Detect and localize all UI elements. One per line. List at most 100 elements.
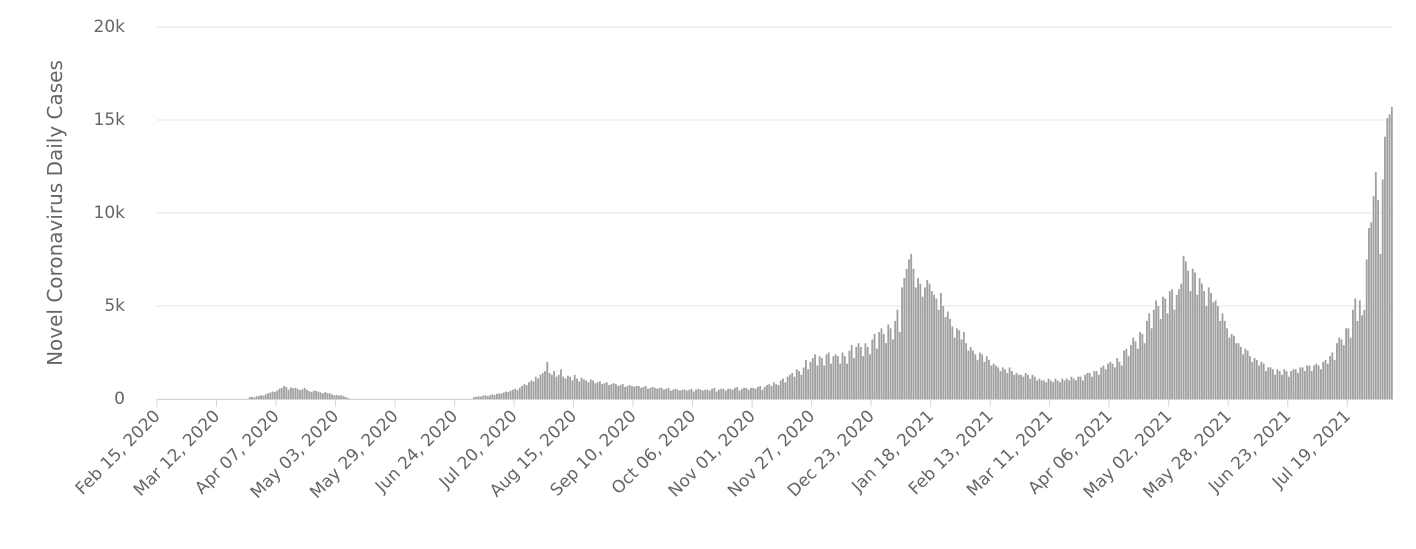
bar	[834, 354, 837, 399]
bar	[544, 371, 546, 399]
bar	[1228, 337, 1231, 399]
bar	[1216, 306, 1219, 399]
bar	[933, 294, 935, 399]
bar	[342, 396, 345, 399]
bar	[553, 371, 556, 399]
bar	[690, 388, 693, 399]
bar	[1370, 222, 1373, 399]
bar	[1315, 363, 1318, 399]
bar	[866, 346, 869, 399]
bar	[1377, 199, 1380, 399]
bar	[260, 395, 263, 399]
bar	[804, 359, 807, 399]
bar	[937, 309, 940, 399]
bar	[1059, 382, 1061, 399]
bar	[944, 317, 947, 399]
bar	[514, 388, 517, 399]
bar	[1374, 172, 1377, 399]
bar	[1027, 374, 1029, 399]
bar	[795, 369, 798, 399]
bar	[1226, 328, 1228, 399]
bar	[1040, 380, 1043, 399]
bar	[1162, 296, 1164, 399]
bar	[1301, 367, 1304, 399]
bar	[283, 385, 285, 399]
bar	[750, 387, 752, 399]
bar	[1306, 365, 1309, 399]
bar	[534, 376, 537, 399]
bar	[315, 391, 317, 399]
bar	[727, 388, 729, 399]
bar	[887, 324, 890, 399]
bar	[798, 371, 800, 399]
bar	[525, 385, 528, 399]
bar	[635, 385, 638, 399]
bar	[596, 382, 599, 399]
bar	[278, 388, 281, 399]
bar	[1329, 356, 1331, 399]
bar	[1079, 376, 1082, 399]
bar	[653, 387, 656, 399]
bar	[855, 346, 858, 399]
bar	[477, 396, 480, 399]
bar	[988, 359, 990, 399]
bar	[642, 386, 645, 399]
bar	[560, 369, 562, 399]
bar	[853, 358, 855, 399]
bar	[814, 354, 816, 399]
bar	[621, 384, 624, 399]
bar	[1045, 382, 1048, 399]
bar	[1107, 363, 1109, 399]
bar	[697, 388, 700, 399]
bar	[898, 332, 901, 399]
bar	[672, 389, 675, 399]
bar	[548, 372, 551, 399]
bar	[974, 354, 977, 399]
bar	[958, 330, 961, 399]
bar	[289, 387, 292, 399]
bar	[1061, 378, 1064, 399]
bar	[825, 354, 828, 399]
bar	[1198, 278, 1201, 399]
bar	[1182, 255, 1185, 399]
bar	[859, 346, 862, 399]
bar	[660, 387, 663, 399]
bar	[647, 388, 649, 399]
bar	[482, 395, 485, 399]
bar	[1120, 365, 1123, 399]
bar	[285, 386, 288, 399]
bar	[1031, 374, 1034, 399]
bar	[685, 390, 688, 399]
bar	[1233, 335, 1235, 399]
bar	[1221, 313, 1224, 399]
bar	[326, 393, 329, 399]
y-axis-title: Novel Coronavirus Daily Cases	[43, 60, 67, 366]
bar	[287, 389, 290, 399]
bar	[1054, 378, 1057, 399]
bar	[1340, 339, 1343, 399]
y-tick-label: 0	[114, 389, 125, 409]
bar	[1352, 309, 1354, 399]
bar	[953, 337, 956, 399]
bar	[557, 374, 560, 399]
bar	[782, 378, 784, 399]
bar	[1056, 380, 1059, 399]
bar	[759, 385, 762, 399]
bar	[1111, 363, 1114, 399]
bar	[722, 388, 725, 399]
bar	[1249, 356, 1251, 399]
bar	[328, 393, 331, 399]
bar	[637, 385, 640, 399]
bar	[592, 380, 594, 399]
bar	[475, 396, 478, 399]
bar	[1022, 376, 1025, 399]
bar	[1175, 294, 1178, 399]
bar	[720, 388, 723, 399]
bar	[546, 361, 549, 399]
bar	[608, 385, 610, 399]
bar	[924, 287, 926, 399]
bar	[1251, 361, 1254, 399]
bar	[299, 390, 301, 399]
bar	[1159, 319, 1162, 399]
bar	[523, 384, 526, 399]
